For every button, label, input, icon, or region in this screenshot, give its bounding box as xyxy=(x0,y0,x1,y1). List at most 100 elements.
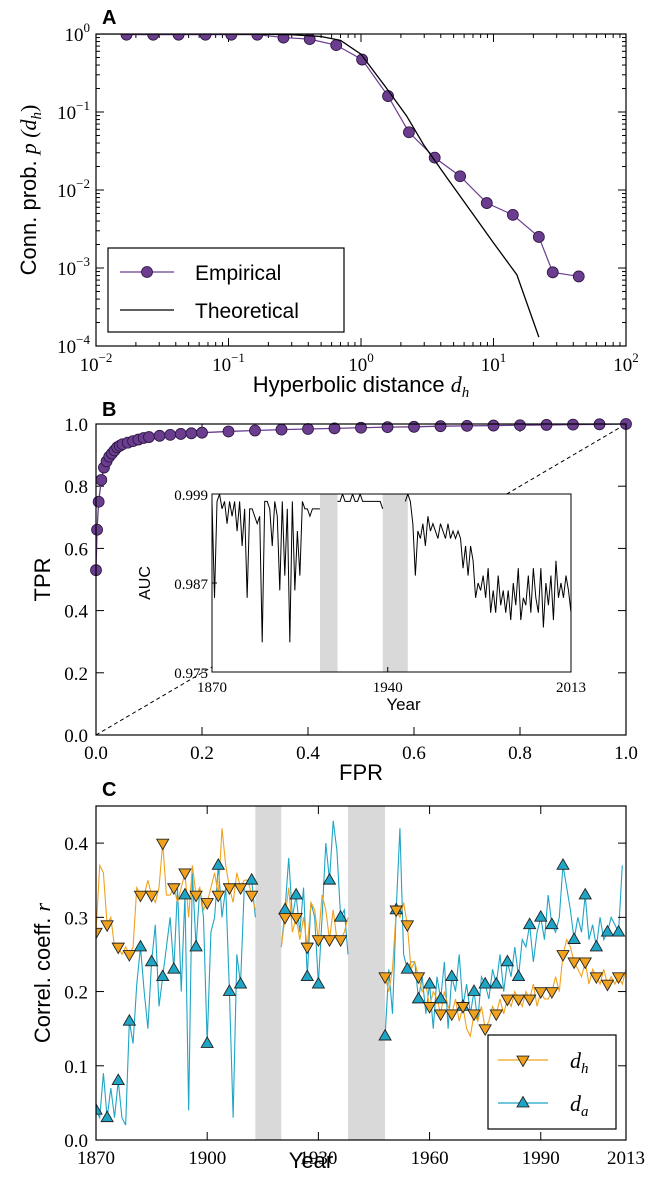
roc-point xyxy=(95,474,108,486)
panel-a-letter: A xyxy=(102,7,116,29)
dh-marker xyxy=(322,935,337,948)
panel-a-y-tick-label-part: 10 xyxy=(57,337,76,358)
panel-a-x-tick-label-part: 1 xyxy=(500,350,507,365)
empirical-point xyxy=(147,34,160,41)
panel-b-x-tick-label: 0.4 xyxy=(296,743,320,764)
panel-c-legend-box xyxy=(487,1034,617,1130)
panel-a-x-tick-label-part: −1 xyxy=(231,350,245,365)
panel-a-legend: Empirical Theoretical xyxy=(107,247,345,333)
panel-b-y-tick-label: 0.8 xyxy=(64,477,88,498)
dh-marker xyxy=(300,942,315,955)
da-marker xyxy=(155,969,170,982)
da-marker xyxy=(300,969,315,982)
da-marker xyxy=(611,924,626,937)
da-marker xyxy=(200,1036,214,1048)
da-marker xyxy=(567,932,581,944)
dh-marker xyxy=(244,890,259,903)
legend-dh-label-part: h xyxy=(581,1061,589,1077)
panel-a-chart: 10−2 10−1 100 101 10210010−110−210−310−4Hype… xyxy=(16,20,639,401)
panel-b-y-tick-label: 0.0 xyxy=(64,726,88,747)
dh-marker xyxy=(122,950,137,962)
empirical-line xyxy=(126,34,579,278)
panel-c-y-tick-label: 0.2 xyxy=(64,983,88,1004)
panel-a-y-tick-label: 100 xyxy=(65,20,91,46)
dh-marker xyxy=(522,994,537,1007)
inset-x-tick-label: 2013 xyxy=(556,680,586,696)
panel-b-x-axis-label: FPR xyxy=(339,760,383,785)
empirical-point xyxy=(403,126,415,139)
dh-marker xyxy=(200,898,214,910)
panel-a-y-axis-label-part: h xyxy=(29,112,45,120)
da-marker xyxy=(400,961,415,974)
dh-marker xyxy=(400,920,415,933)
inset-plot xyxy=(212,494,571,643)
empirical-point xyxy=(532,231,545,243)
panel-a-y-tick-label-part: 10 xyxy=(57,259,76,280)
da-marker xyxy=(244,872,259,885)
panel-c-y-tick-label: 0.1 xyxy=(64,1057,88,1078)
panel-a-x-tick-label-part: 10 xyxy=(80,355,99,376)
empirical-point xyxy=(506,208,519,221)
auc-line xyxy=(337,494,384,509)
panel-b-chart: 0.0 0.2 0.4 0.6 0.8 1.0 0.0 0.2 0.4 0.6 0.8 1.0 FPR T… xyxy=(30,415,638,785)
dh-marker xyxy=(311,935,326,948)
da-marker xyxy=(422,976,437,989)
roc-point xyxy=(434,420,447,433)
da-marker xyxy=(100,1110,114,1123)
dh-marker xyxy=(589,972,604,985)
dh-marker xyxy=(378,972,392,985)
panel-c-y-axis-label: Correl. coeff. r xyxy=(30,902,55,1043)
panel-a-y-tick-label-part: 0 xyxy=(84,20,91,35)
da-marker xyxy=(467,984,481,996)
dh-marker xyxy=(178,868,192,881)
panel-a-x-tick-label: 10−2 xyxy=(80,350,113,376)
dh-marker xyxy=(500,994,515,1007)
legend-empirical-label: Empirical xyxy=(195,262,281,285)
da-line xyxy=(280,820,349,985)
dh-marker xyxy=(478,1024,492,1037)
panel-c-x-tick-label: 1900 xyxy=(188,1148,226,1169)
da-marker xyxy=(533,909,548,922)
theoretical-line xyxy=(96,34,540,338)
panel-a-x-axis-label-part: d xyxy=(451,372,463,397)
panel-c-y-tick-label: 0.0 xyxy=(64,1131,88,1152)
panel-a-x-tick-label: 101 xyxy=(481,350,507,376)
dh-marker xyxy=(289,912,303,925)
da-marker xyxy=(167,961,181,974)
roc-point xyxy=(143,431,155,443)
da-marker xyxy=(445,969,459,982)
da-marker xyxy=(600,924,615,937)
panel-a-x-axis-label: Hyperbolic distance dh xyxy=(253,372,470,401)
dh-marker xyxy=(611,972,626,985)
panel-a-y-tick-label: 10−3 xyxy=(57,254,90,280)
da-marker xyxy=(511,969,526,982)
da-marker xyxy=(111,1073,126,1085)
panel-a-x-axis-label-part: Hyperbolic distance xyxy=(253,372,451,397)
legend-theoretical-label: Theoretical xyxy=(195,300,299,323)
roc-point xyxy=(302,423,314,435)
da-marker xyxy=(578,887,593,900)
roc-point xyxy=(487,419,500,432)
da-marker xyxy=(211,857,226,870)
dh-marker xyxy=(511,994,526,1007)
panel-c-x-tick-label: 1960 xyxy=(411,1148,449,1169)
roc-point xyxy=(567,418,579,431)
empirical-point xyxy=(277,34,290,44)
dh-marker xyxy=(533,987,548,999)
panel-a-y-tick-label-part: −4 xyxy=(76,332,90,347)
roc-point xyxy=(328,422,341,435)
panel-a-legend-box xyxy=(107,247,345,333)
panel-a-x-tick-label-part: 10 xyxy=(613,355,632,376)
inset-y-tick-label: 0.987 xyxy=(174,577,208,593)
panel-a-x-tick-label-part: 2 xyxy=(632,350,639,365)
empirical-point xyxy=(356,53,369,66)
panel-a-y-axis-label-part: p (d xyxy=(16,118,41,156)
da-marker xyxy=(478,976,492,989)
dh-marker xyxy=(411,972,426,985)
panel-c-y-tick-label: 0.3 xyxy=(64,908,88,929)
empirical-point xyxy=(303,34,316,46)
empirical-point xyxy=(546,266,559,279)
dh-marker xyxy=(422,1002,437,1014)
panel-a-y-tick-label-part: 10 xyxy=(57,103,76,124)
roc-point xyxy=(222,425,235,438)
